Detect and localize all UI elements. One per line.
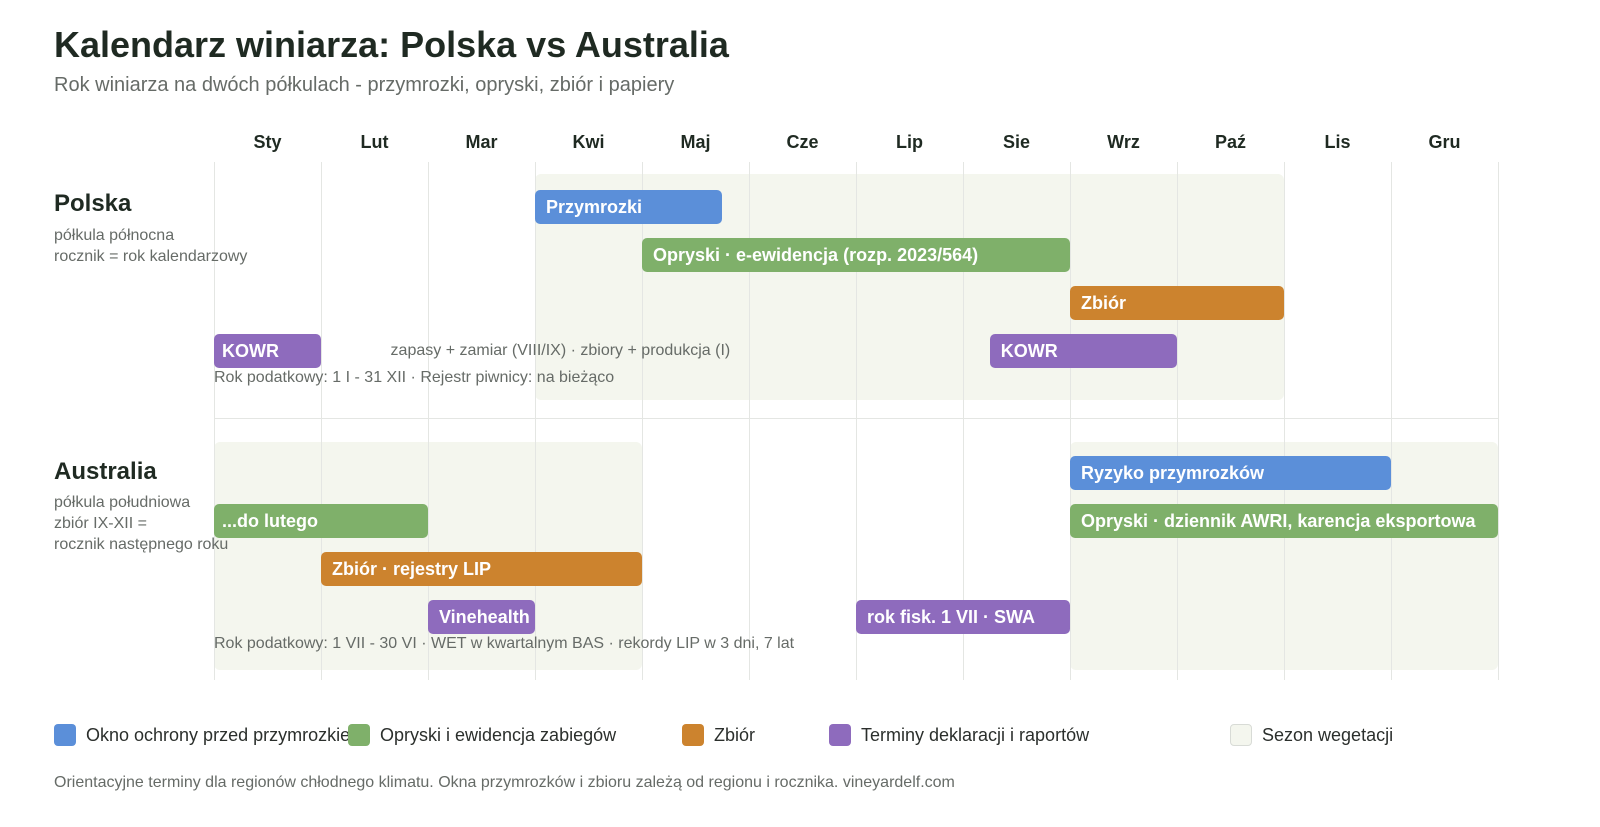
month-gridline <box>214 162 215 680</box>
footer-note: Orientacyjne terminy dla regionów chłodn… <box>54 774 955 791</box>
bar-spray-opryski-e-ewidencja-rozp-2023-564: Opryski · e-ewidencja (rozp. 2023/564) <box>642 238 1070 272</box>
month-gridline <box>428 162 429 680</box>
legend-swatch-harvest <box>682 724 704 746</box>
row-sublabel: rocznik = rok kalendarzowy <box>54 248 248 265</box>
legend-label-harvest: Zbiór <box>714 725 756 745</box>
month-label: Maj <box>680 132 711 152</box>
chart-title: Kalendarz winiarza: Polska vs Australia <box>54 24 729 65</box>
month-label: Wrz <box>1107 132 1140 152</box>
bar-admin-kowr: KOWR <box>214 334 321 368</box>
month-gridline <box>1284 162 1285 680</box>
row-note: zapasy + zamiar (VIII/IX) · zbiory + pro… <box>390 342 731 359</box>
month-gridline <box>1498 162 1499 680</box>
month-gridline <box>1391 162 1392 680</box>
row-sublabel: zbiór IX-XII = <box>54 515 147 532</box>
month-label: Sie <box>1002 132 1031 152</box>
month-gridline <box>856 162 857 680</box>
month-label: Kwi <box>572 132 605 152</box>
row-note: Rok podatkowy: 1 I - 31 XII · Rejestr pi… <box>214 369 615 386</box>
month-label: Gru <box>1428 132 1461 152</box>
month-gridline <box>535 162 536 680</box>
month-label: Mar <box>465 132 498 152</box>
month-label: Lut <box>360 132 389 152</box>
row-label-polska: Polska <box>54 190 132 217</box>
month-label: Sty <box>253 132 282 152</box>
bar-harvest-zbior: Zbiór <box>1070 286 1284 320</box>
bar-admin-rok-fisk-1-vii-swa: rok fisk. 1 VII · SWA <box>856 600 1070 634</box>
legend-label-admin: Terminy deklaracji i raportów <box>861 725 1090 745</box>
month-gridline <box>963 162 964 680</box>
bar-admin-vinehealth: Vinehealth <box>428 600 535 634</box>
month-gridline <box>642 162 643 680</box>
row-divider <box>214 418 1498 419</box>
month-label: Lis <box>1324 132 1351 152</box>
bar-spray-do-lutego: ...do lutego <box>214 504 428 538</box>
month-label: Lip <box>896 132 923 152</box>
month-gridline <box>749 162 750 680</box>
month-gridline <box>1070 162 1071 680</box>
bar-spray-opryski-dziennik-awri-karencja-eksportowa: Opryski · dziennik AWRI, karencja ekspor… <box>1070 504 1498 538</box>
bar-harvest-zbior-rejestry-lip: Zbiór · rejestry LIP <box>321 552 642 586</box>
row-label-australia: Australia <box>54 458 157 485</box>
row-note: Rok podatkowy: 1 VII - 30 VI · WET w kwa… <box>214 635 795 652</box>
legend-swatch-season <box>1230 724 1252 746</box>
month-gridline <box>321 162 322 680</box>
legend-label-spray: Opryski i ewidencja zabiegów <box>380 725 617 745</box>
bar-admin-kowr: KOWR <box>989 334 1177 368</box>
chart-subtitle: Rok winiarza na dwóch półkulach - przymr… <box>54 74 675 96</box>
legend-label-frost: Okno ochrony przed przymrozkiem <box>86 725 366 745</box>
legend-swatch-spray <box>348 724 370 746</box>
month-label: Paź <box>1214 132 1247 152</box>
legend-label-season: Sezon wegetacji <box>1262 725 1394 745</box>
legend-swatch-admin <box>829 724 851 746</box>
bar-frost-przymrozki: Przymrozki <box>535 190 723 224</box>
month-gridline <box>1177 162 1178 680</box>
bar-frost-ryzyko-przymrozkow: Ryzyko przymrozków <box>1070 456 1391 490</box>
legend-swatch-frost <box>54 724 76 746</box>
row-sublabel: rocznik następnego roku <box>54 536 229 553</box>
month-label: Cze <box>786 132 819 152</box>
row-sublabel: półkula południowa <box>54 494 191 511</box>
row-sublabel: półkula północna <box>54 227 175 244</box>
